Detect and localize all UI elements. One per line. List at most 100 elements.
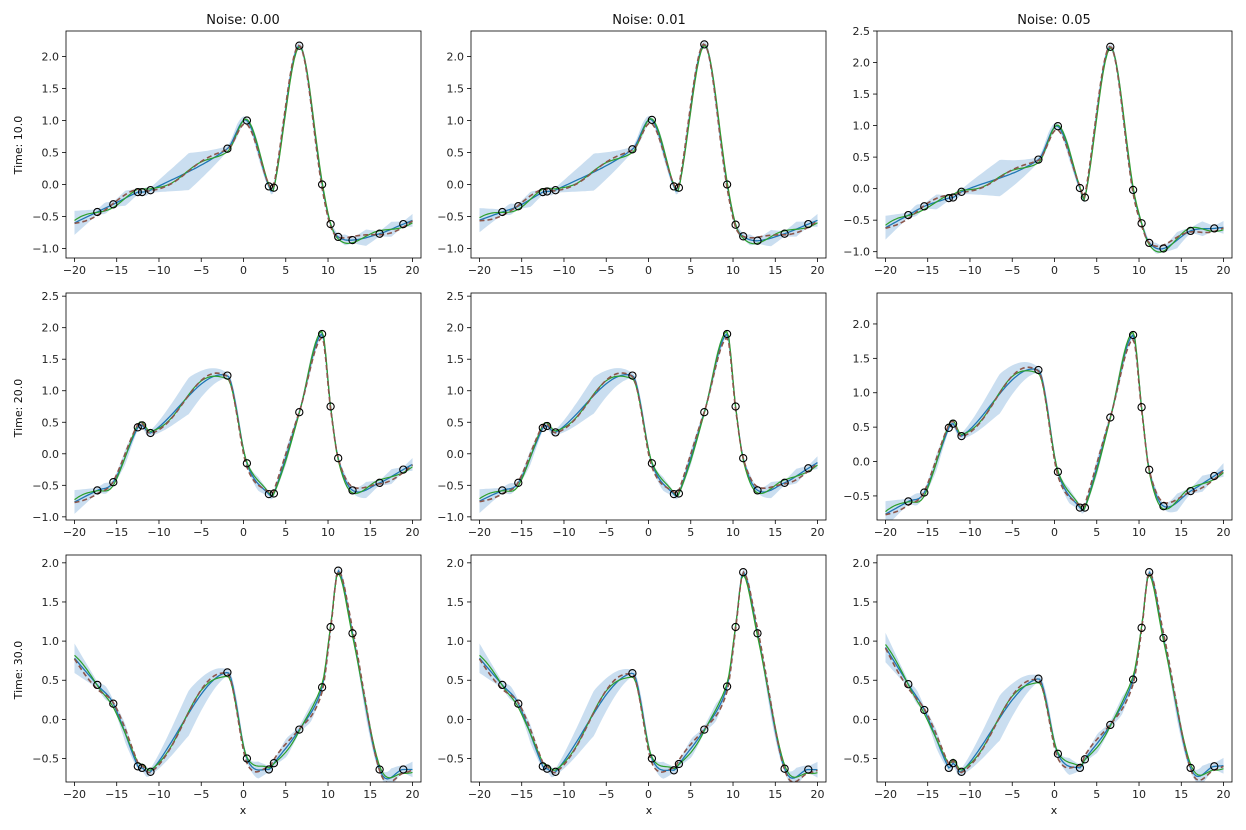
x-tick-label: 0 bbox=[240, 526, 247, 539]
plot-area bbox=[471, 31, 826, 258]
observation-point bbox=[1053, 122, 1063, 131]
observation-point bbox=[1106, 42, 1115, 51]
observation-point bbox=[542, 187, 552, 196]
x-tick-label: 5 bbox=[282, 788, 289, 801]
y-tick-label: −0.5 bbox=[437, 753, 464, 766]
y-tick-label: −0.5 bbox=[437, 479, 464, 492]
observation-point bbox=[109, 478, 118, 487]
y-tick-label: 1.0 bbox=[853, 387, 871, 400]
observation-point bbox=[904, 210, 913, 220]
y-tick-label: 0.5 bbox=[42, 674, 60, 687]
observation-point bbox=[920, 488, 929, 497]
x-tick-label: −5 bbox=[193, 788, 209, 801]
x-tick-label: −5 bbox=[1004, 788, 1020, 801]
x-ticks: −20 −15 −10 −5 0 5 10 15 20 bbox=[468, 520, 825, 539]
observation-point bbox=[399, 765, 408, 774]
y-ticks: −0.5 0.0 0.5 1.0 1.5 2.0 bbox=[843, 557, 877, 766]
x-tick-label: −10 bbox=[147, 526, 170, 539]
x-tick-label: −15 bbox=[105, 526, 128, 539]
observation-point bbox=[669, 766, 679, 775]
x-tick-label: −15 bbox=[510, 788, 533, 801]
x-tick-label: 0 bbox=[1051, 526, 1058, 539]
dashed-reference-line bbox=[479, 336, 819, 503]
observation-point bbox=[647, 115, 657, 125]
observation-point bbox=[1145, 465, 1154, 474]
x-tick-label: 15 bbox=[363, 788, 377, 801]
observation-point bbox=[1159, 502, 1168, 511]
x-tick-label: 5 bbox=[687, 264, 694, 277]
x-tick-label: 5 bbox=[687, 526, 694, 539]
observation-point bbox=[904, 680, 913, 689]
x-tick-label: 0 bbox=[645, 526, 652, 539]
observation-point bbox=[674, 489, 684, 498]
observation-point bbox=[700, 725, 709, 734]
x-tick-label: −5 bbox=[193, 264, 209, 277]
y-tick-label: −1.0 bbox=[437, 242, 464, 255]
y-tick-label: −0.5 bbox=[437, 210, 464, 223]
x-tick-label: −15 bbox=[105, 264, 128, 277]
y-ticks: −1.0 −0.5 0.0 0.5 1.0 1.5 2.0 bbox=[32, 51, 66, 255]
observation-point bbox=[804, 765, 813, 774]
observation-point bbox=[957, 767, 966, 776]
column-title-noise-2: Noise: 0.05 bbox=[1017, 13, 1091, 28]
y-tick-label: −1.0 bbox=[32, 242, 59, 255]
y-tick-label: 2.0 bbox=[853, 57, 871, 70]
observation-point bbox=[137, 763, 147, 773]
x-tick-label: −15 bbox=[510, 264, 533, 277]
observation-point bbox=[295, 408, 304, 417]
observation-point bbox=[399, 465, 408, 474]
x-tick-label: 20 bbox=[811, 264, 825, 277]
x-tick-label: 15 bbox=[1174, 264, 1188, 277]
observation-point bbox=[700, 408, 709, 417]
y-tick-label: 2.5 bbox=[42, 290, 60, 303]
observation-point bbox=[944, 763, 953, 773]
observation-point bbox=[317, 329, 327, 339]
x-tick-label: 20 bbox=[1217, 526, 1231, 539]
x-tick-label: −5 bbox=[193, 526, 209, 539]
observation-point bbox=[538, 423, 547, 433]
y-tick-label: 1.5 bbox=[42, 83, 60, 96]
observation-point bbox=[647, 459, 657, 468]
x-tick-label: 0 bbox=[240, 264, 247, 277]
y-tick-label: 2.0 bbox=[447, 557, 465, 570]
observation-point bbox=[269, 759, 279, 768]
column-title-noise-0: Noise: 0.00 bbox=[206, 13, 280, 28]
x-tick-label: −20 bbox=[468, 526, 491, 539]
observation-point bbox=[514, 699, 523, 708]
y-ticks: −1.0 −0.5 0.0 0.5 1.0 1.5 2.0 2.5 bbox=[843, 25, 877, 259]
y-ticks: −0.5 0.0 0.5 1.0 1.5 2.0 bbox=[437, 557, 471, 766]
x-tick-label: 20 bbox=[406, 264, 420, 277]
plot-area bbox=[471, 293, 826, 520]
y-tick-label: −1.0 bbox=[843, 246, 870, 259]
x-tick-label: 20 bbox=[1217, 264, 1231, 277]
observation-point bbox=[295, 725, 304, 734]
y-tick-label: 1.0 bbox=[447, 115, 465, 128]
y-tick-label: −0.5 bbox=[843, 214, 870, 227]
observation-point bbox=[739, 454, 748, 463]
observation-point bbox=[242, 459, 252, 468]
y-tick-label: 1.0 bbox=[447, 635, 465, 648]
x-ticks: −20 −15 −10 −5 0 5 10 15 20 bbox=[63, 258, 420, 277]
observation-point bbox=[780, 478, 789, 487]
observation-point bbox=[137, 187, 147, 197]
observation-point bbox=[538, 762, 547, 771]
y-tick-label: 0.5 bbox=[853, 421, 871, 434]
y-tick-label: 1.5 bbox=[42, 596, 60, 609]
observation-point bbox=[498, 486, 507, 495]
observation-point bbox=[334, 232, 343, 242]
x-tick-label: 0 bbox=[1051, 788, 1058, 801]
y-tick-label: 2.0 bbox=[853, 557, 871, 570]
x-tick-label: −10 bbox=[552, 264, 575, 277]
observation-point bbox=[326, 402, 335, 411]
subplot-r0-c0: −20 −15 −10 −5 0 5 10 15 20 −1.0 −0.5 0.0 0.5 1.0 1.5 2… bbox=[32, 30, 422, 277]
y-tick-label: 1.0 bbox=[853, 635, 871, 648]
x-tick-label: −15 bbox=[916, 526, 939, 539]
series-group bbox=[74, 41, 413, 246]
observation-point bbox=[1145, 238, 1154, 248]
y-tick-label: 0.0 bbox=[42, 178, 60, 191]
x-tick-label: 5 bbox=[1093, 788, 1100, 801]
y-tick-label: 2.0 bbox=[447, 51, 465, 64]
observation-point bbox=[948, 759, 958, 768]
observation-point bbox=[348, 629, 357, 638]
observation-point bbox=[780, 764, 789, 773]
